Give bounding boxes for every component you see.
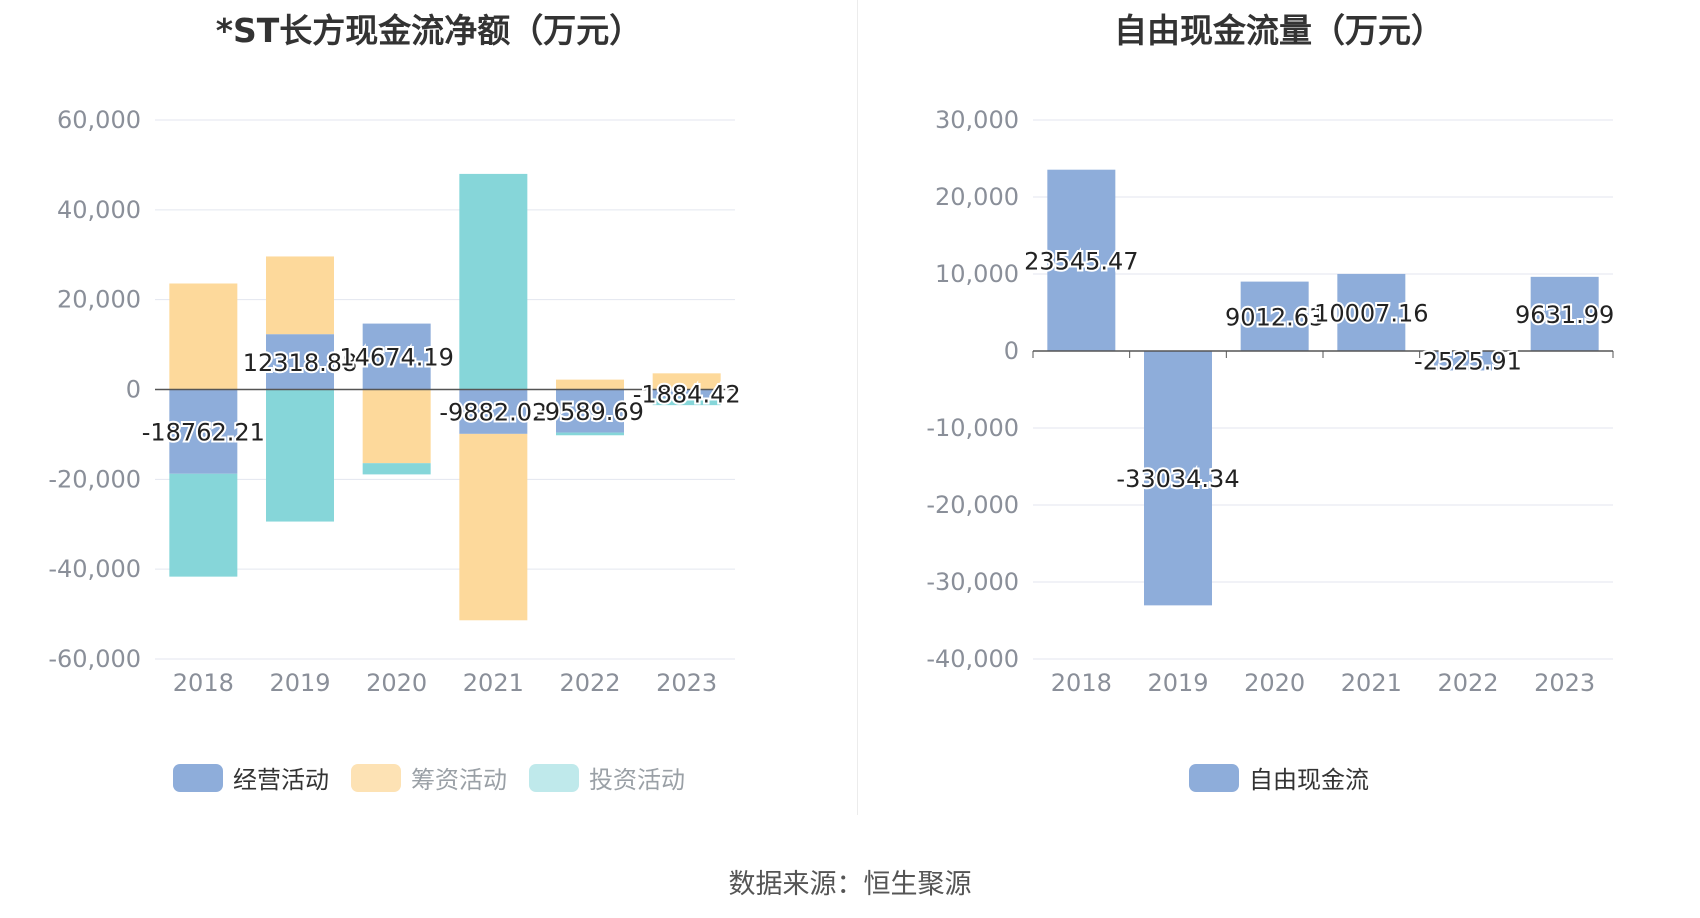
- bar-2023-series-0[interactable]: [652, 389, 721, 398]
- y-tick-label: 20,000: [935, 183, 1019, 211]
- y-tick-label: 20,000: [57, 286, 141, 314]
- legend-item-free-cash-flow[interactable]: 自由现金流: [1189, 760, 1369, 795]
- x-tick-label: 2021: [463, 669, 524, 697]
- bar-2018-series-0[interactable]: [169, 389, 238, 474]
- free-cash-flow-chart: 30,000 20,000 10,000 0 -10,000 -20,000 -30,000…: [926, 106, 1616, 697]
- data-label: 9631.99: [1515, 301, 1614, 329]
- x-tick-label: 2020: [1244, 669, 1305, 697]
- legend-label: 经营活动: [233, 766, 329, 794]
- x-tick-label: 2019: [269, 669, 330, 697]
- cash-flow-net-chart: 60,000 40,000 20,000 0 -20,000 -40,000 -60,000…: [48, 106, 742, 697]
- legend-label: 筹资活动: [411, 766, 507, 794]
- data-label: 23545.47: [1024, 247, 1139, 275]
- x-tick-label: 2018: [1051, 669, 1112, 697]
- data-label: -9882.02: [439, 399, 547, 427]
- y-tick-label: -40,000: [48, 555, 141, 583]
- legend-swatch-financing: [351, 763, 401, 792]
- data-label: 9012.63: [1225, 303, 1324, 331]
- bar-2018-series-0[interactable]: [1047, 169, 1116, 351]
- legend: 自由现金流: [858, 760, 1700, 795]
- y-tick-label: 30,000: [935, 106, 1019, 134]
- bar-2018-series-1[interactable]: [169, 283, 238, 390]
- legend-swatch-investing: [529, 763, 579, 792]
- chart-title: *ST长方现金流净额（万元）: [215, 11, 643, 50]
- y-tick-label: 10,000: [935, 260, 1019, 288]
- bar-2023-series-1[interactable]: [652, 373, 721, 390]
- y-tick-label: -20,000: [48, 465, 141, 493]
- data-label: -9589.69: [536, 398, 644, 426]
- free-cash-flow-panel: 自由现金流量（万元） 30,000 20,000 10,000 0 -10,000 -20…: [858, 0, 1700, 820]
- y-tick-label: 40,000: [57, 196, 141, 224]
- chart-title: 自由现金流量（万元）: [1114, 11, 1444, 50]
- legend-item-operating[interactable]: 经营活动: [173, 760, 329, 795]
- x-tick-label: 2022: [1437, 669, 1498, 697]
- x-tick-label: 2023: [656, 669, 717, 697]
- bar-2021-series-0[interactable]: [1337, 273, 1406, 351]
- bar-2022-series-2[interactable]: [556, 432, 624, 436]
- y-tick-label: -40,000: [926, 645, 1019, 673]
- bar-2020-series-1[interactable]: [362, 389, 431, 464]
- bar-2022-series-0[interactable]: [556, 389, 624, 433]
- data-source-note: 数据来源：恒生聚源: [728, 869, 972, 900]
- bar-2021-series-2[interactable]: [459, 173, 528, 390]
- bar-2020-series-0[interactable]: [362, 323, 431, 390]
- panel-divider: [857, 0, 858, 815]
- legend-item-investing[interactable]: 投资活动: [529, 760, 685, 795]
- bar-2018-series-2[interactable]: [169, 473, 238, 577]
- x-tick-label: 2018: [173, 669, 234, 697]
- data-label: -1884.42: [633, 381, 741, 409]
- y-tick-label: 0: [126, 376, 141, 404]
- bar-2019-series-1[interactable]: [266, 256, 334, 335]
- data-label: 14674.19: [339, 344, 454, 372]
- bar-2019-series-2[interactable]: [266, 389, 334, 522]
- cash-flow-net-panel: *ST长方现金流净额（万元） 60,000 40,000 20,000 0 -20,00…: [0, 0, 858, 820]
- x-tick-label: 2022: [559, 669, 620, 697]
- data-label: 12318.88: [243, 349, 358, 377]
- y-tick-label: -60,000: [48, 645, 141, 673]
- data-label: -33034.34: [1116, 465, 1239, 493]
- bar-2023-series-2[interactable]: [652, 397, 721, 406]
- bar-2019-series-0[interactable]: [1144, 351, 1212, 606]
- legend-label: 自由现金流: [1249, 766, 1369, 794]
- legend-label: 投资活动: [589, 766, 685, 794]
- bar-2020-series-2[interactable]: [362, 463, 431, 475]
- legend: 经营活动 筹资活动 投资活动: [0, 760, 858, 795]
- bar-2022-series-1[interactable]: [556, 379, 624, 390]
- y-tick-label: -10,000: [926, 414, 1019, 442]
- bar-2023-series-0[interactable]: [1530, 276, 1599, 351]
- bar-2022-series-0[interactable]: [1434, 351, 1502, 371]
- bar-2019-series-0[interactable]: [266, 334, 334, 390]
- y-tick-label: -30,000: [926, 568, 1019, 596]
- bar-2021-series-1[interactable]: [459, 433, 528, 621]
- y-tick-label: 60,000: [57, 106, 141, 134]
- x-tick-label: 2020: [366, 669, 427, 697]
- bar-2020-series-0[interactable]: [1240, 281, 1309, 351]
- legend-item-financing[interactable]: 筹资活动: [351, 760, 507, 795]
- data-label: -2525.91: [1414, 348, 1522, 376]
- bar-2021-series-0[interactable]: [459, 389, 528, 434]
- x-tick-label: 2021: [1341, 669, 1402, 697]
- data-label: 10007.16: [1314, 299, 1429, 327]
- legend-swatch-free-cash-flow: [1189, 763, 1239, 792]
- x-tick-label: 2023: [1534, 669, 1595, 697]
- x-tick-label: 2019: [1147, 669, 1208, 697]
- y-tick-label: 0: [1004, 337, 1019, 365]
- y-tick-label: -20,000: [926, 491, 1019, 519]
- data-label: -18762.21: [142, 419, 265, 447]
- legend-swatch-operating: [173, 763, 223, 792]
